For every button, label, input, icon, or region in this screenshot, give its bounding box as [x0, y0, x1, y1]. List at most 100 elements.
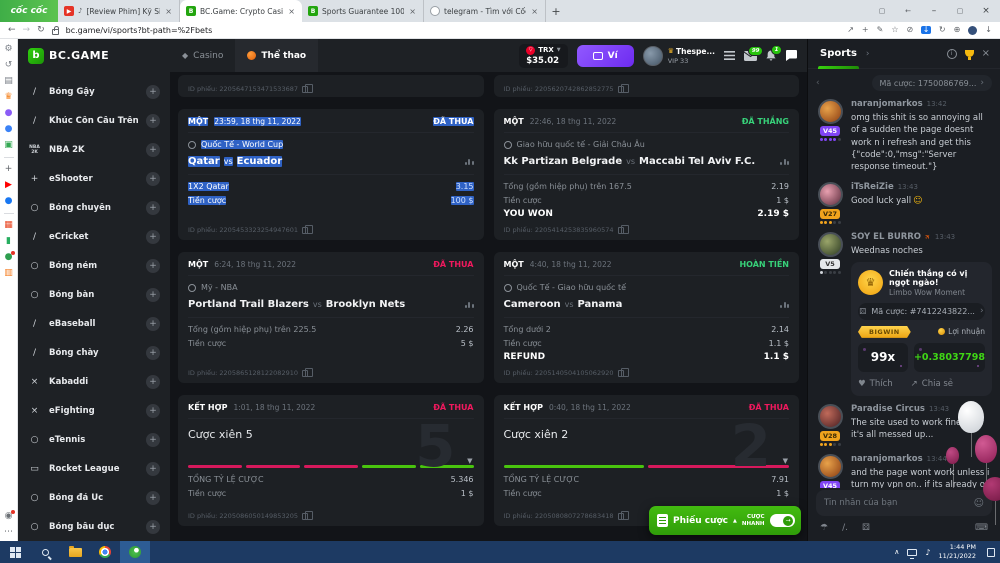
sidebar-item[interactable]: ○ Bóng đá Úc +	[18, 483, 170, 512]
tab-close-icon[interactable]: ×	[531, 6, 538, 16]
bcgame-logo[interactable]: b BC.GAME	[28, 39, 170, 72]
add-favorite-icon[interactable]: +	[146, 142, 160, 157]
win-share-card[interactable]: ♛ Chiến thắng có vị ngọt ngào! Limbo Wow…	[851, 261, 992, 396]
stats-icon[interactable]	[464, 158, 474, 165]
nav-sports[interactable]: Thể thao	[235, 39, 319, 72]
sale-2011-icon[interactable]: ▦	[4, 220, 13, 230]
cart-icon[interactable]: ▥	[4, 268, 13, 278]
file-explorer-button[interactable]	[60, 541, 90, 563]
history-icon[interactable]: ↺	[4, 60, 13, 70]
add-favorite-icon[interactable]: +	[146, 171, 160, 186]
network-icon[interactable]	[907, 548, 918, 559]
quick-bet-toggle[interactable]: →	[769, 514, 795, 527]
sidebar-item[interactable]: / Bóng chày +	[18, 338, 170, 367]
add-favorite-icon[interactable]: +	[146, 113, 160, 128]
match-title[interactable]: Kk Partizan Belgrade vs Maccabi Tel Aviv…	[503, 156, 789, 175]
chat-avatar[interactable]	[817, 231, 843, 257]
taskbar-clock[interactable]: 1:44 PM 11/21/2022	[939, 543, 976, 561]
match-title[interactable]: Portland Trail Blazers vs Brooklyn Nets	[188, 299, 474, 318]
add-favorite-icon[interactable]: +	[146, 432, 160, 447]
download-manager-icon[interactable]: ↓	[921, 25, 931, 34]
maximize-button[interactable]: ▢	[956, 7, 964, 15]
rain-tip-icon[interactable]: ☂	[820, 523, 829, 533]
bet-card[interactable]: MỘT 6:24, 18 thg 11, 2022 ĐÃ THUA Mỹ - N…	[178, 252, 484, 383]
sidebar-item[interactable]: / Bóng Gậy +	[18, 77, 170, 106]
feed-icon[interactable]: ●	[4, 124, 13, 134]
add-favorite-icon[interactable]: +	[146, 258, 160, 273]
chat-username[interactable]: Paradise Circus 13:43	[851, 403, 950, 414]
currency-selector[interactable]: ▽ TRX ▼ $35.02	[519, 43, 568, 68]
emoji-picker-icon[interactable]: ☺	[973, 497, 984, 509]
like-button[interactable]: ♥ Thích	[858, 378, 893, 389]
slash-command-icon[interactable]: /.	[842, 523, 848, 533]
chat-avatar[interactable]	[817, 403, 843, 429]
profile-add-icon[interactable]: ⊕	[953, 25, 961, 34]
sports-news-icon[interactable]: ●	[4, 251, 16, 262]
expand-caret-icon[interactable]: ▼	[467, 457, 473, 465]
match-title[interactable]: Qatar vs Ecuador	[188, 156, 474, 175]
chevron-left-icon[interactable]: ‹	[816, 78, 820, 88]
bet-slip-button[interactable]: Phiếu cược ▲ CƯỢC NHANH →	[649, 506, 801, 535]
bookmark-star-icon[interactable]: ☆	[891, 25, 899, 34]
trophy-icon[interactable]	[964, 50, 974, 60]
back-icon[interactable]: ←	[8, 24, 16, 35]
facebook-icon[interactable]: ●	[4, 196, 13, 206]
games-icon[interactable]: ▣	[4, 140, 13, 150]
chrome-button[interactable]	[90, 541, 120, 563]
sidebar-item[interactable]: ○ Bóng bàn +	[18, 280, 170, 309]
sidebar-item[interactable]: NBA 2K NBA 2K +	[18, 135, 170, 164]
messenger-icon[interactable]: ●	[4, 108, 13, 118]
bet-card[interactable]: ▼ ID phiếu: 2205620742862852775	[493, 75, 799, 97]
add-favorite-icon[interactable]: +	[146, 519, 160, 534]
crown-icon[interactable]: ♛	[4, 92, 13, 102]
add-favorite-icon[interactable]: +	[146, 403, 160, 418]
capture-icon[interactable]: ▢	[878, 7, 886, 15]
start-button[interactable]	[0, 541, 30, 563]
nav-casino[interactable]: ◆ Casino	[182, 50, 224, 61]
close-chat-icon[interactable]: ×	[981, 48, 990, 59]
taskbar-search-button[interactable]	[30, 541, 60, 563]
volume-icon[interactable]: ♪	[925, 547, 931, 557]
settings-icon[interactable]: ⚙	[4, 44, 13, 54]
tab-close-icon[interactable]: ×	[288, 6, 295, 16]
dice-shortcut-icon[interactable]: ⚄	[861, 523, 870, 533]
expand-caret-icon[interactable]: ▼	[782, 457, 788, 465]
forward-icon[interactable]: →	[22, 24, 31, 35]
bet-card[interactable]: KẾT HỢP 0:40, 18 thg 11, 2022 ĐÃ THUA	[493, 395, 799, 526]
sidebar-item[interactable]: ○ Bóng chuyền +	[18, 193, 170, 222]
bet-card[interactable]: ▼ ID phiếu: 2205647153471533687	[178, 75, 484, 97]
sidebar-item[interactable]: ○ eTennis +	[18, 425, 170, 454]
add-favorite-icon[interactable]: +	[146, 316, 160, 331]
browser-tab[interactable]: telegram - Tìm với Cốc Cốc ×	[424, 0, 546, 22]
sidebar-item[interactable]: × Kabaddi +	[18, 367, 170, 396]
sidebar-item[interactable]: × eFighting +	[18, 396, 170, 425]
add-favorite-icon[interactable]: +	[146, 461, 160, 476]
copy-icon[interactable]	[302, 224, 313, 234]
copy-icon[interactable]	[302, 510, 313, 520]
add-favorite-icon[interactable]: +	[146, 229, 160, 244]
chat-avatar[interactable]	[817, 453, 843, 479]
copy-icon[interactable]	[302, 83, 313, 93]
sidebar-item[interactable]: / Khúc Côn Cầu Trên Băng +	[18, 106, 170, 135]
add-favorite-icon[interactable]: +	[146, 84, 160, 99]
copy-icon[interactable]	[617, 367, 629, 377]
copy-icon[interactable]	[302, 367, 313, 377]
chat-username[interactable]: iTsReiZie 13:43	[851, 181, 918, 192]
chat-message-field[interactable]	[824, 498, 974, 508]
stats-icon[interactable]	[780, 158, 789, 165]
chevron-right-icon[interactable]: ›	[865, 48, 870, 59]
sidebar-item[interactable]: / eBaseball +	[18, 309, 170, 338]
bet-card[interactable]: MỘT 23:59, 18 thg 11, 2022 ĐÃ THUA Quốc …	[178, 109, 484, 240]
browser-tab[interactable]: B BC.Game: Crypto Casino Gan ×	[180, 0, 302, 22]
tab-close-icon[interactable]: ×	[165, 6, 172, 16]
info-icon[interactable]: i	[946, 48, 957, 59]
bell-icon[interactable]: 1	[766, 45, 782, 61]
url-field[interactable]: bc.game/vi/sports?bt-path=%2Fbets	[65, 25, 213, 35]
copy-icon[interactable]	[617, 83, 629, 93]
stats-icon[interactable]	[464, 301, 474, 308]
downloads-icon[interactable]: ↓	[985, 25, 992, 34]
add-shortcut-icon[interactable]: +	[4, 164, 13, 174]
browser-tab[interactable]: B Sports Guarantee 100% cash ×	[302, 0, 424, 22]
user-profile[interactable]: ♛ Thespe... VIP 33	[642, 45, 715, 66]
battery-saver-icon[interactable]: ▮	[6, 236, 11, 246]
